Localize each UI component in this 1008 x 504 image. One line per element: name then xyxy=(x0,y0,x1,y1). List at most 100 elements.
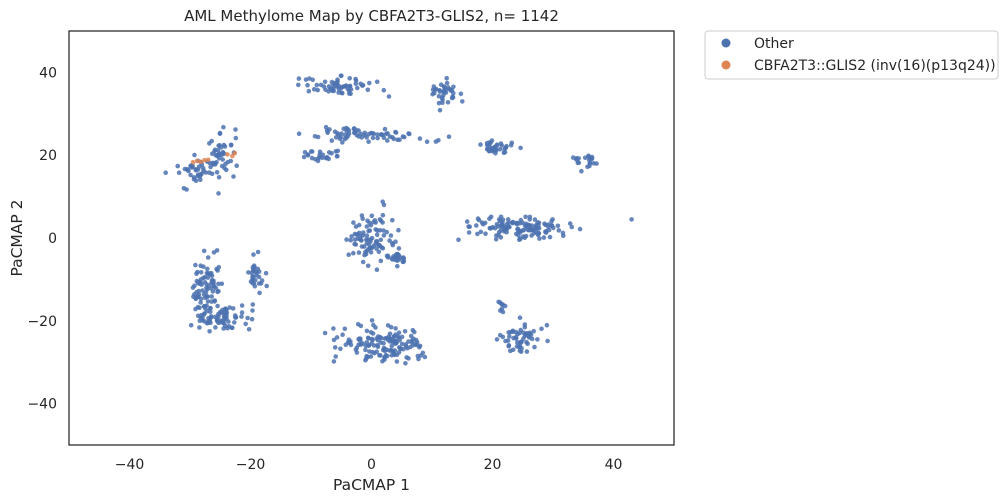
point-other xyxy=(208,306,213,311)
point-other xyxy=(493,237,499,242)
point-other xyxy=(392,352,397,357)
point-other xyxy=(325,130,331,136)
point-other xyxy=(518,229,523,235)
point-other xyxy=(216,288,221,294)
point-other xyxy=(373,325,378,330)
point-other xyxy=(366,242,372,247)
point-other xyxy=(371,343,377,348)
point-other xyxy=(433,86,439,92)
point-other xyxy=(441,84,447,89)
point-other xyxy=(378,237,384,243)
point-other xyxy=(219,163,225,169)
point-other xyxy=(389,256,395,261)
point-other xyxy=(509,140,515,146)
point-other xyxy=(233,135,239,141)
point-other xyxy=(416,356,421,362)
legend-label-other: Other xyxy=(754,36,794,52)
point-other xyxy=(233,315,239,320)
point-other xyxy=(403,361,408,366)
x-axis-label: PaCMAP 1 xyxy=(333,476,410,494)
point-cbfa2t3-glis2 xyxy=(190,159,196,165)
point-other xyxy=(393,239,398,244)
point-other xyxy=(251,263,257,269)
point-other xyxy=(586,153,591,159)
point-other xyxy=(515,340,520,345)
point-other xyxy=(389,343,395,349)
point-other xyxy=(348,237,354,243)
point-other xyxy=(368,250,374,255)
point-other xyxy=(207,329,212,334)
point-other xyxy=(228,158,234,164)
point-other xyxy=(520,234,526,239)
point-other xyxy=(531,328,536,334)
y-axis-label: PaCMAP 2 xyxy=(8,199,26,276)
point-other xyxy=(322,79,328,85)
point-cbfa2t3-glis2 xyxy=(225,152,230,157)
point-other xyxy=(257,290,262,296)
point-other xyxy=(250,268,256,273)
point-other xyxy=(201,312,207,317)
point-other xyxy=(338,346,343,352)
point-other xyxy=(213,325,218,330)
point-other xyxy=(381,202,387,208)
point-other xyxy=(366,343,372,349)
point-other xyxy=(570,155,576,160)
point-other xyxy=(342,326,348,332)
point-other xyxy=(526,333,532,339)
point-other xyxy=(362,252,367,258)
point-other xyxy=(331,326,336,331)
point-other xyxy=(364,135,370,140)
point-other xyxy=(387,337,393,343)
point-other xyxy=(345,133,351,139)
x-tick-label: 20 xyxy=(484,457,502,473)
point-other xyxy=(437,89,443,94)
point-other xyxy=(223,161,228,167)
point-other xyxy=(500,220,505,225)
point-other xyxy=(232,320,237,325)
point-other xyxy=(417,136,423,141)
point-other xyxy=(513,336,519,341)
point-other xyxy=(355,322,361,327)
point-other xyxy=(373,227,379,232)
point-other xyxy=(405,345,410,351)
point-other xyxy=(380,246,386,251)
point-other xyxy=(380,212,386,218)
point-other xyxy=(549,223,554,228)
point-other xyxy=(322,330,328,336)
point-other xyxy=(207,141,212,146)
y-tick-label: −20 xyxy=(27,314,57,330)
point-other xyxy=(384,353,390,359)
point-other xyxy=(360,233,366,238)
point-other xyxy=(494,222,500,227)
point-other xyxy=(363,347,368,353)
point-other xyxy=(349,234,354,239)
point-other xyxy=(230,306,236,311)
point-other xyxy=(396,345,402,350)
point-other xyxy=(503,145,509,151)
point-other xyxy=(314,82,320,88)
point-other xyxy=(213,152,219,158)
point-other xyxy=(356,250,362,255)
point-other xyxy=(221,124,226,130)
point-other xyxy=(200,288,205,293)
point-other xyxy=(474,223,479,228)
point-other xyxy=(550,217,555,222)
point-other xyxy=(522,322,528,327)
point-other xyxy=(216,320,221,326)
point-other xyxy=(329,86,334,92)
point-other xyxy=(537,236,542,241)
point-other xyxy=(375,337,381,343)
point-other xyxy=(344,237,349,242)
point-other xyxy=(202,280,208,285)
point-other xyxy=(525,341,530,347)
point-other xyxy=(544,322,550,328)
point-other xyxy=(375,135,380,141)
point-other xyxy=(228,143,234,148)
points-layer xyxy=(163,73,634,366)
legend-marker-other xyxy=(721,38,731,48)
point-other xyxy=(458,91,464,97)
point-other xyxy=(501,150,507,155)
point-other xyxy=(527,214,533,220)
point-other xyxy=(192,152,197,158)
point-other xyxy=(418,353,424,358)
